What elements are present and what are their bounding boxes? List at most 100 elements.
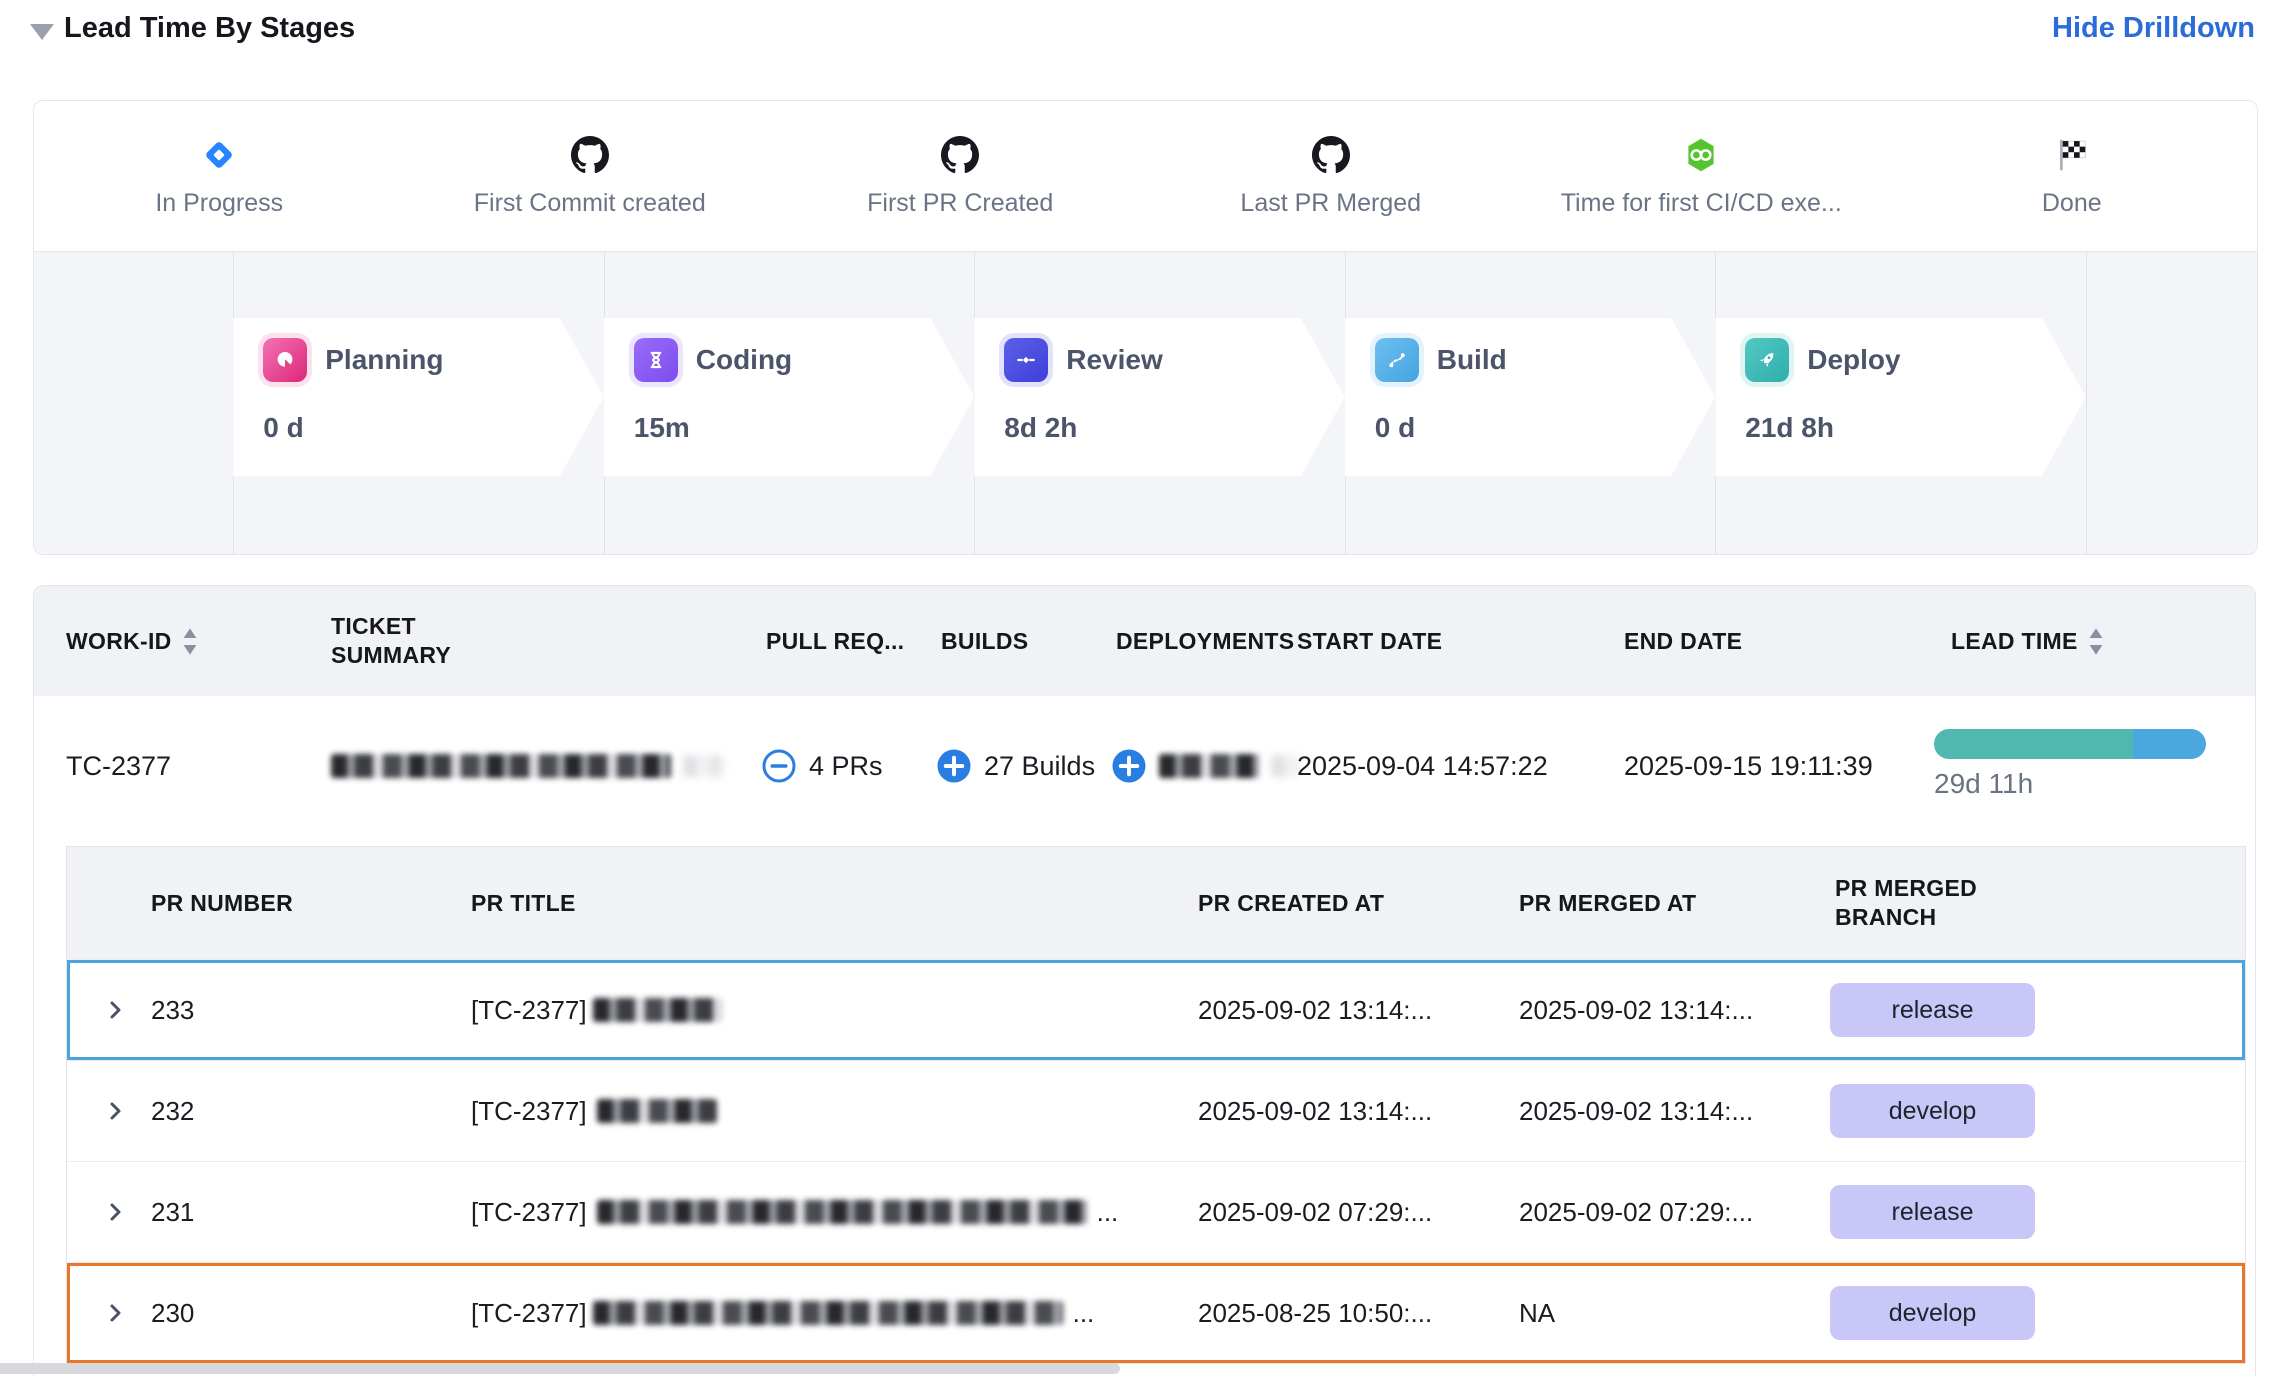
redacted-text <box>331 754 671 778</box>
redacted-text <box>592 998 723 1022</box>
builds-count[interactable]: 27 Builds <box>984 750 1096 781</box>
pr-number: 230 <box>151 1297 195 1328</box>
pr-title-suffix: ... <box>1096 1196 1119 1227</box>
stage-build: Build 0 d <box>1345 318 1716 476</box>
pr-title-suffix: ... <box>1072 1297 1095 1328</box>
stage-duration: 0 d <box>263 412 304 443</box>
plus-circle-icon[interactable] <box>1111 748 1147 784</box>
plus-circle-icon[interactable] <box>936 748 972 784</box>
col-label: LEAD TIME <box>1951 627 2078 654</box>
pr-title: [TC-2377] <box>471 1061 725 1161</box>
stages-card: In Progress First Commit created First P… <box>33 100 2258 555</box>
github-icon <box>1311 135 1350 175</box>
redacted-text <box>1159 754 1259 778</box>
hourglass-icon <box>634 338 678 382</box>
pr-row[interactable]: 231 [TC-2377] ... 2025-09-02 07:29:... 2… <box>67 1161 2245 1262</box>
pr-title-prefix: [TC-2377] <box>471 1095 587 1126</box>
branch-badge[interactable]: release <box>1830 983 2035 1037</box>
chevron-right-icon[interactable] <box>103 1200 127 1224</box>
col-ticket-summary: TICKET SUMMARY <box>331 586 451 696</box>
sort-icon[interactable] <box>2088 627 2104 655</box>
col-deployments: DEPLOYMENTS <box>1116 586 1294 696</box>
stage-name: Planning <box>325 344 444 375</box>
col-label: PR TITLE <box>471 889 576 916</box>
minus-circle-icon[interactable] <box>761 748 797 784</box>
redacted-text <box>596 1099 717 1123</box>
lead-time-value: 29d 11h <box>1934 768 2034 799</box>
stage-name: Coding <box>695 344 793 375</box>
branch-badge[interactable]: develop <box>1830 1084 2035 1138</box>
pr-title-prefix: [TC-2377] <box>471 1297 587 1328</box>
pr-title: [TC-2377] <box>471 960 731 1060</box>
collapse-triangle-icon[interactable] <box>30 24 54 40</box>
col-pull-requests: PULL REQ... <box>766 586 904 696</box>
pr-row[interactable]: 233 [TC-2377] 2025-09-02 13:14:... 2025-… <box>67 959 2245 1060</box>
pr-created-at: 2025-09-02 13:14:... <box>1198 994 1433 1025</box>
stage-duration: 15m <box>633 412 690 443</box>
branch-badge[interactable]: develop <box>1830 1286 2035 1340</box>
chevron-right-icon[interactable] <box>103 1301 127 1325</box>
pr-merged-at: 2025-09-02 13:14:... <box>1519 994 1754 1025</box>
col-lead-time: LEAD TIME <box>1951 586 2104 696</box>
end-date-value: 2025-09-15 19:11:39 <box>1624 750 1873 781</box>
stage-duration: 0 d <box>1374 412 1416 443</box>
milestone-label: Last PR Merged <box>1240 188 1422 217</box>
checkered-flag-icon <box>2055 135 2089 175</box>
pr-merged-at: NA <box>1519 1297 1556 1328</box>
col-label: END DATE <box>1624 627 1743 654</box>
col-pr-merged-branch: PR MERGED BRANCH <box>1835 847 1977 959</box>
pr-merged-at: 2025-09-02 07:29:... <box>1519 1196 1754 1227</box>
work-id-value: TC-2377 <box>66 750 172 781</box>
pr-merged-at: 2025-09-02 13:14:... <box>1519 1095 1754 1126</box>
pr-row[interactable]: 230 [TC-2377] ... 2025-08-25 10:50:... N… <box>67 1262 2245 1363</box>
pr-created-at: 2025-08-25 10:50:... <box>1198 1297 1433 1328</box>
col-label: BRANCH <box>1835 904 1937 930</box>
pull-requests-count[interactable]: 4 PRs <box>809 750 883 781</box>
redacted-text <box>1271 755 1299 777</box>
milestone-row: In Progress First Commit created First P… <box>34 101 2257 251</box>
cicd-icon <box>1684 135 1718 175</box>
github-icon <box>570 135 609 175</box>
col-label: PR MERGED <box>1835 874 1977 901</box>
col-end-date: END DATE <box>1624 586 1742 696</box>
start-date-value: 2025-09-04 14:57:22 <box>1297 750 1548 781</box>
stage-review: Review 8d 2h <box>974 318 1345 476</box>
pr-row[interactable]: 232 [TC-2377] 2025-09-02 13:14:... 2025-… <box>67 1060 2245 1161</box>
pr-created-at: 2025-09-02 07:29:... <box>1198 1196 1433 1227</box>
stage-name: Build <box>1436 344 1507 375</box>
redacted-text <box>592 1301 1063 1325</box>
work-table-header: WORK-ID TICKET SUMMARY PULL REQ... BUILD… <box>34 586 2255 696</box>
github-icon <box>941 135 980 175</box>
horizontal-scrollbar[interactable] <box>0 1363 1120 1374</box>
chevron-right-icon[interactable] <box>103 1099 127 1123</box>
pr-title: [TC-2377] ... <box>471 1162 1118 1262</box>
milestone-first-commit: First Commit created <box>405 101 776 251</box>
pr-title-prefix: [TC-2377] <box>471 994 587 1025</box>
hide-drilldown-link[interactable]: Hide Drilldown <box>2052 12 2255 44</box>
col-label: SUMMARY <box>331 642 452 668</box>
rocket-icon <box>1745 338 1789 382</box>
redacted-text <box>683 755 723 777</box>
pie-chart-icon <box>263 338 307 382</box>
col-label: PR CREATED AT <box>1198 889 1385 916</box>
stage-duration: 21d 8h <box>1745 412 1834 443</box>
col-label: WORK-ID <box>66 627 172 654</box>
chevron-right-icon[interactable] <box>103 998 127 1022</box>
stage-coding: Coding 15m <box>604 318 975 476</box>
ticket-summary-redacted <box>331 696 723 836</box>
milestone-first-cicd: Time for first CI/CD exe... <box>1516 101 1887 251</box>
lead-time-bar-segment-blue <box>2132 729 2206 759</box>
branch-badge[interactable]: release <box>1830 1185 2035 1239</box>
pr-number: 233 <box>151 994 195 1025</box>
bezier-path-icon <box>1375 338 1419 382</box>
sort-icon[interactable] <box>182 627 198 655</box>
col-pr-merged-at: PR MERGED AT <box>1519 847 1696 959</box>
milestone-label: Time for first CI/CD exe... <box>1560 188 1842 217</box>
pull-requests-cell: 4 PRs <box>761 696 883 836</box>
jira-status-icon <box>201 135 237 175</box>
milestone-done: Done <box>1887 101 2258 251</box>
col-pr-created-at: PR CREATED AT <box>1198 847 1384 959</box>
milestone-last-pr-merged: Last PR Merged <box>1146 101 1517 251</box>
builds-cell: 27 Builds <box>936 696 1095 836</box>
col-builds: BUILDS <box>941 586 1028 696</box>
